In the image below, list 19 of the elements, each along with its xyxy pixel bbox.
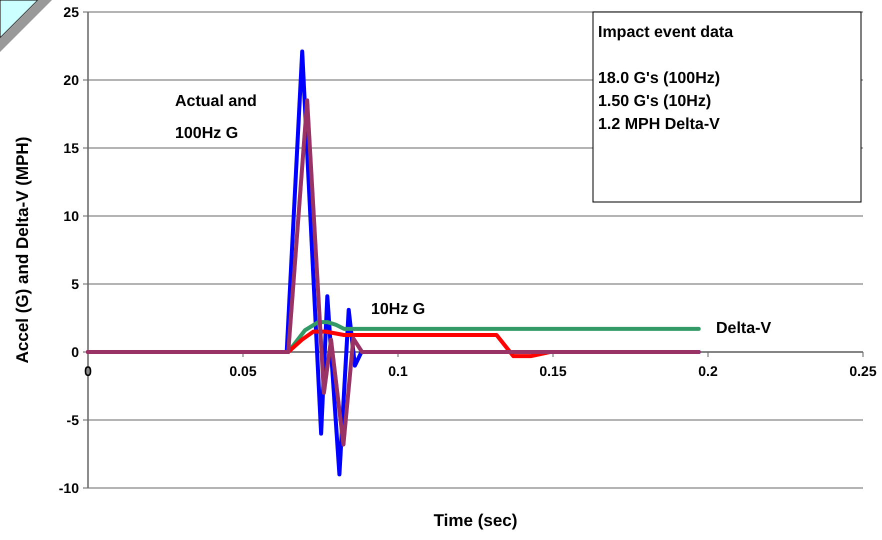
x-tick-label: 0.2 [698, 363, 718, 379]
y-tick-label: 25 [63, 4, 80, 20]
x-axis-title: Time (sec) [434, 511, 518, 530]
annotation: 10Hz G [371, 301, 426, 318]
x-tick-label: 0.1 [388, 363, 408, 379]
y-tick-label: -10 [58, 480, 80, 496]
annotation: Delta-V [716, 320, 772, 337]
text: Impact event data 18.0 G's (100Hz) 1.50 G's (10Hz) 1.2 MPH Delta-V [598, 24, 734, 133]
x-tick-label: 0.05 [229, 363, 257, 379]
x-tick-label: 0.15 [539, 363, 567, 379]
y-tick-label: 15 [63, 140, 80, 156]
y-tick-label: 5 [71, 276, 80, 292]
y-tick-label: -5 [66, 412, 80, 428]
y-axis-title: Accel (G) and Delta-V (MPH) [13, 136, 32, 364]
y-tick-label: 0 [71, 344, 80, 360]
x-tick-label: 0.25 [849, 363, 877, 379]
annotation: Actual and 100Hz G [175, 93, 257, 142]
y-tick-label: 10 [63, 208, 80, 224]
y-tick-label: 20 [63, 72, 80, 88]
